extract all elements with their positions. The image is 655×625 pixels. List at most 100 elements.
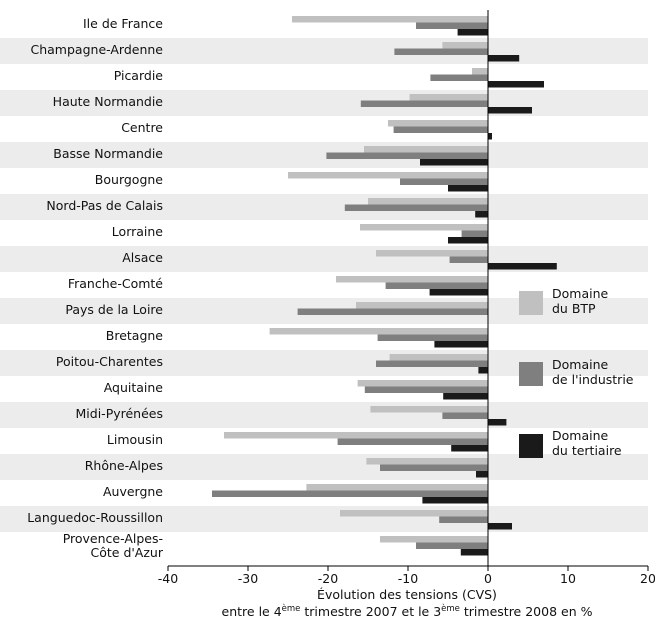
x-tick-label: -10 (398, 571, 418, 586)
bar-series1 (356, 302, 488, 309)
x-axis-title-part-b: trimestre 2007 et le 3 (300, 604, 441, 619)
legend-label-line: Domaine (552, 286, 609, 301)
bar-series3 (488, 107, 532, 114)
bar-series3 (422, 497, 488, 504)
legend-label-line: de l'industrie (552, 372, 634, 387)
x-axis-title-line2: entre le 4ème trimestre 2007 et le 3ème … (222, 603, 593, 619)
region-label: Lorraine (112, 224, 164, 239)
bar-series3 (488, 263, 557, 270)
bar-series2 (360, 100, 488, 107)
legend-label-line: du BTP (552, 301, 596, 316)
bar-series1 (360, 224, 488, 231)
bar-series3 (451, 445, 488, 452)
bar-series3 (488, 81, 544, 88)
region-label: Poitou-Charentes (56, 354, 163, 369)
bar-series2 (377, 334, 488, 341)
bar-series1 (306, 484, 488, 491)
bar-series2 (461, 230, 488, 237)
bar-series3 (475, 211, 488, 218)
bar-series2 (400, 178, 488, 185)
bar-series3 (448, 237, 488, 244)
x-axis-title-part-c: trimestre 2008 en % (460, 604, 593, 619)
region-label: Auvergne (103, 484, 163, 499)
region-label: Picardie (114, 68, 164, 83)
bar-series3 (488, 523, 512, 530)
legend-label: Domaine du tertiaire (552, 428, 622, 458)
region-label: Nord-Pas de Calais (46, 198, 163, 213)
region-label-line: Côte d'Azur (91, 545, 164, 560)
region-label: Centre (121, 120, 163, 135)
x-axis: -40 -30 -20 -10 0 10 20 (158, 565, 655, 586)
region-labels: Ile de France Champagne-Ardenne Picardie Ha… (27, 16, 164, 560)
x-tick-label: 10 (560, 571, 576, 586)
bar-series2 (416, 542, 488, 549)
bar-series2 (439, 516, 488, 523)
bar-series2 (393, 126, 488, 133)
bar-series1 (409, 94, 488, 101)
legend-label-line: Domaine (552, 357, 609, 372)
region-label: Alsace (122, 250, 163, 265)
region-label: Bretagne (106, 328, 164, 343)
legend-label: Domaine de l'industrie (552, 357, 634, 387)
region-label: Provence-Alpes-Côte d'Azur (63, 531, 164, 560)
region-label: Franche-Comté (68, 276, 163, 291)
bar-series3 (488, 55, 520, 62)
region-label: Champagne-Ardenne (31, 42, 164, 57)
legend-label-line: Domaine (552, 428, 609, 443)
bar-series2 (449, 256, 488, 263)
bar-series1 (366, 458, 488, 465)
region-label-line: Provence-Alpes- (63, 531, 163, 546)
x-tick-label: -30 (238, 571, 258, 586)
x-axis-title-part-a: entre le 4 (222, 604, 282, 619)
bar-series2 (337, 438, 488, 445)
bar-series3 (420, 159, 488, 166)
region-label: Ile de France (83, 16, 163, 31)
bar-series1 (370, 406, 488, 413)
bar-series1 (376, 250, 488, 257)
bar-series1 (380, 536, 488, 543)
bar-series1 (388, 120, 488, 127)
bar-series1 (389, 354, 488, 361)
legend-swatch (519, 362, 543, 386)
row-band (0, 194, 648, 220)
region-label: Haute Normandie (53, 94, 164, 109)
x-axis-title: Évolution des tensions (CVS) entre le 4è… (222, 587, 593, 619)
bar-series2 (326, 152, 488, 159)
x-axis-title-sup-2: ème (441, 603, 460, 614)
bar-series1 (364, 146, 488, 153)
bar-series1 (340, 510, 488, 517)
row-band (0, 402, 648, 428)
bar-series1 (368, 198, 488, 205)
bar-series3 (476, 471, 488, 478)
region-label: Bourgogne (95, 172, 164, 187)
bar-series2 (442, 412, 488, 419)
region-label: Languedoc-Roussillon (27, 510, 163, 525)
bar-series1 (442, 42, 488, 49)
bar-series2 (376, 360, 488, 367)
bar-series3 (478, 367, 488, 374)
bar-series3 (443, 393, 488, 400)
bar-series3 (448, 185, 488, 192)
region-label: Rhône-Alpes (85, 458, 163, 473)
bar-series1 (292, 16, 488, 23)
bar-series1 (224, 432, 488, 439)
legend-label-line: du tertiaire (552, 443, 622, 458)
x-axis-title-sup-1: ème (282, 603, 301, 614)
bar-series2 (344, 204, 488, 211)
bar-series3 (488, 133, 492, 140)
region-label: Pays de la Loire (65, 302, 163, 317)
bar-series2 (380, 464, 488, 471)
legend-label: Domaine du BTP (552, 286, 609, 316)
row-band (0, 90, 648, 116)
region-label: Limousin (107, 432, 163, 447)
legend-swatch (519, 434, 543, 458)
x-tick-label: 0 (484, 571, 492, 586)
bar-series1 (472, 68, 488, 75)
bars (212, 16, 557, 556)
row-band (0, 454, 648, 480)
bar-series2 (394, 48, 488, 55)
bar-series2 (212, 490, 488, 497)
bar-series3 (457, 29, 488, 36)
bar-series1 (357, 380, 488, 387)
